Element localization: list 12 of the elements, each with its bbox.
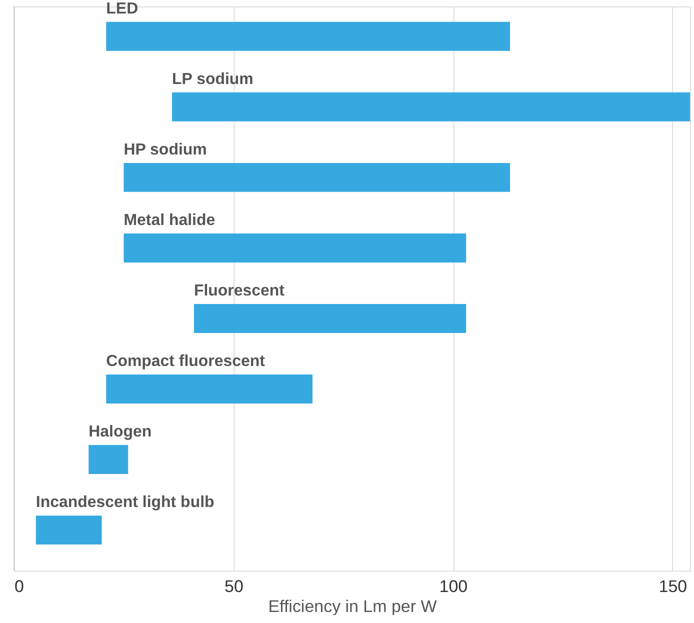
x-tick-label: 100 bbox=[439, 577, 468, 596]
y-tick-label: Compact fluorescent bbox=[106, 353, 266, 370]
x-tick-label: 150 bbox=[658, 577, 688, 596]
y-tick-label: LED bbox=[106, 0, 138, 18]
x-tick-label: 50 bbox=[224, 577, 244, 596]
y-tick-label: Incandescent light bulb bbox=[36, 494, 215, 512]
y-tick-label: Fluorescent bbox=[194, 282, 286, 300]
y-tick-label: HP sodium bbox=[124, 141, 207, 158]
y-tick-label: Metal halide bbox=[124, 212, 216, 229]
y-tick-label: Halogen bbox=[88, 424, 152, 441]
x-tick-label: 0 bbox=[14, 577, 24, 596]
y-tick-label: LP sodium bbox=[172, 70, 254, 88]
